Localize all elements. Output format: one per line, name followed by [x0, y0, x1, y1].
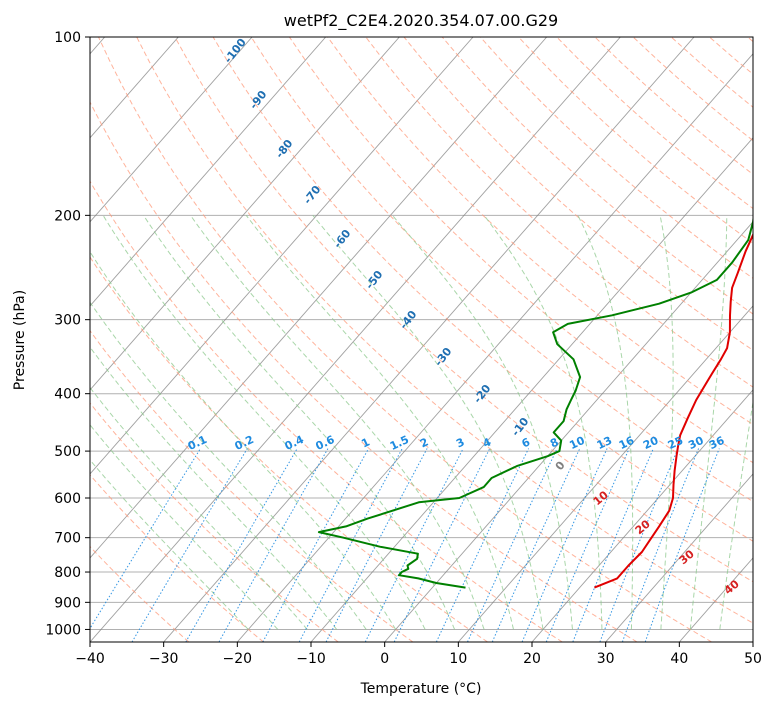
mixing-ratio-line	[298, 448, 403, 642]
isotherm	[90, 37, 548, 559]
mixing-ratio-label: 25	[666, 434, 685, 452]
dry-adiabat	[98, 37, 712, 642]
mixing-ratio-line	[644, 448, 720, 642]
y-tick-label: 600	[54, 491, 81, 507]
x-tick-label: −30	[149, 651, 179, 667]
x-axis-ticks: −40 −30 −20 −10 0 10 20 30 40 50	[75, 642, 762, 667]
dry-adiabat	[90, 402, 339, 642]
mixing-ratio-line	[545, 448, 630, 642]
y-axis-title: Pressure (hPa)	[12, 290, 28, 390]
y-tick-label: 1000	[45, 622, 81, 638]
dry-adiabat	[403, 37, 753, 351]
dry-adiabat	[90, 180, 563, 642]
mixing-ratio-line	[621, 448, 700, 642]
x-tick-label: −40	[75, 651, 105, 667]
dry-adiabat	[136, 37, 753, 624]
mixing-ratio-line	[491, 448, 581, 642]
dry-adiabats	[90, 37, 753, 642]
moist-adiabat	[719, 399, 753, 630]
moist-adiabat	[245, 214, 514, 630]
plot-area: -100-90-80-70-60-50-40-30-20-10010203040…	[90, 37, 753, 642]
x-tick-label: 40	[670, 651, 688, 667]
y-axis-ticks: 100 200 300 400 500 600 700 800 900 1000	[45, 30, 90, 638]
dry-adiabat	[90, 474, 264, 642]
moist-adiabat	[90, 386, 308, 630]
dry-adiabat	[212, 37, 753, 542]
x-tick-label: −10	[296, 651, 326, 667]
mixing-ratio-line	[131, 448, 248, 642]
dry-adiabat	[288, 37, 753, 464]
isotherm	[90, 37, 621, 642]
isotherm	[90, 37, 253, 223]
mixing-ratio-line	[435, 448, 530, 642]
x-tick-label: −20	[223, 651, 253, 667]
dry-adiabat	[250, 37, 753, 503]
mixing-ratio-label: 36	[707, 434, 727, 452]
x-tick-label: 30	[597, 651, 615, 667]
x-tick-label: 10	[449, 651, 467, 667]
isotherm	[384, 221, 753, 642]
moist-adiabat	[190, 215, 485, 630]
temperature-profile	[594, 232, 753, 589]
isotherm	[90, 37, 474, 475]
mixing-ratio-line	[325, 448, 428, 642]
moist-adiabat	[90, 424, 279, 630]
moist-adiabat	[577, 215, 634, 630]
x-tick-label: 0	[380, 651, 389, 667]
mixing-ratio-label: 16	[617, 434, 637, 452]
moist-adiabat	[102, 215, 426, 630]
isotherm	[457, 305, 753, 642]
plot-frame	[89, 36, 754, 643]
mixing-ratio-label: 20	[641, 434, 661, 452]
dry-adiabat	[174, 37, 753, 583]
y-tick-label: 400	[54, 387, 81, 403]
y-tick-label: 200	[54, 208, 81, 224]
dry-adiabat	[327, 37, 753, 426]
moist-adiabats	[90, 214, 753, 630]
mixing-ratio-line	[572, 448, 654, 642]
mixing-ratio-line	[364, 448, 464, 642]
moist-adiabat	[90, 459, 249, 630]
dry-adiabat	[90, 256, 488, 642]
y-tick-label: 800	[54, 565, 81, 581]
dry-adiabat	[90, 100, 638, 642]
isotherm	[531, 389, 753, 642]
skewed-isotherms	[90, 37, 753, 642]
isotherm	[236, 53, 753, 642]
moist-adiabat	[90, 346, 338, 630]
sounding-profiles	[317, 214, 753, 589]
isotherm	[163, 37, 695, 642]
dry-adiabat	[441, 37, 753, 315]
y-tick-label: 300	[54, 313, 81, 329]
dewpoint-profile	[317, 214, 753, 589]
mixing-ratio-label: 10	[567, 434, 587, 452]
mixing-ratio-label: 13	[595, 434, 614, 452]
mixing-ratio-line	[521, 448, 608, 642]
moist-adiabat	[143, 215, 456, 630]
mixing-ratio-label: 30	[686, 434, 706, 452]
dry-adiabat	[90, 329, 414, 642]
y-tick-label: 700	[54, 531, 81, 547]
mixing-ratio-line	[185, 448, 298, 642]
moist-adiabat	[90, 301, 367, 630]
y-tick-label: 100	[54, 30, 81, 46]
x-axis-title: Temperature (°C)	[360, 681, 482, 697]
chart-title: wetPf2_C2E4.2020.354.07.00.G29	[284, 11, 558, 31]
isotherm	[605, 473, 753, 642]
moist-adiabat	[392, 214, 573, 630]
moist-adiabat	[483, 215, 603, 630]
x-tick-label: 50	[744, 651, 762, 667]
x-tick-label: 20	[523, 651, 541, 667]
moist-adiabat	[90, 250, 397, 630]
y-tick-label: 900	[54, 595, 81, 611]
mixing-ratio-line	[393, 448, 491, 642]
mixing-ratio-line	[90, 448, 201, 630]
isotherm	[90, 37, 400, 391]
moist-adiabat	[689, 215, 728, 630]
y-tick-label: 500	[54, 444, 81, 460]
